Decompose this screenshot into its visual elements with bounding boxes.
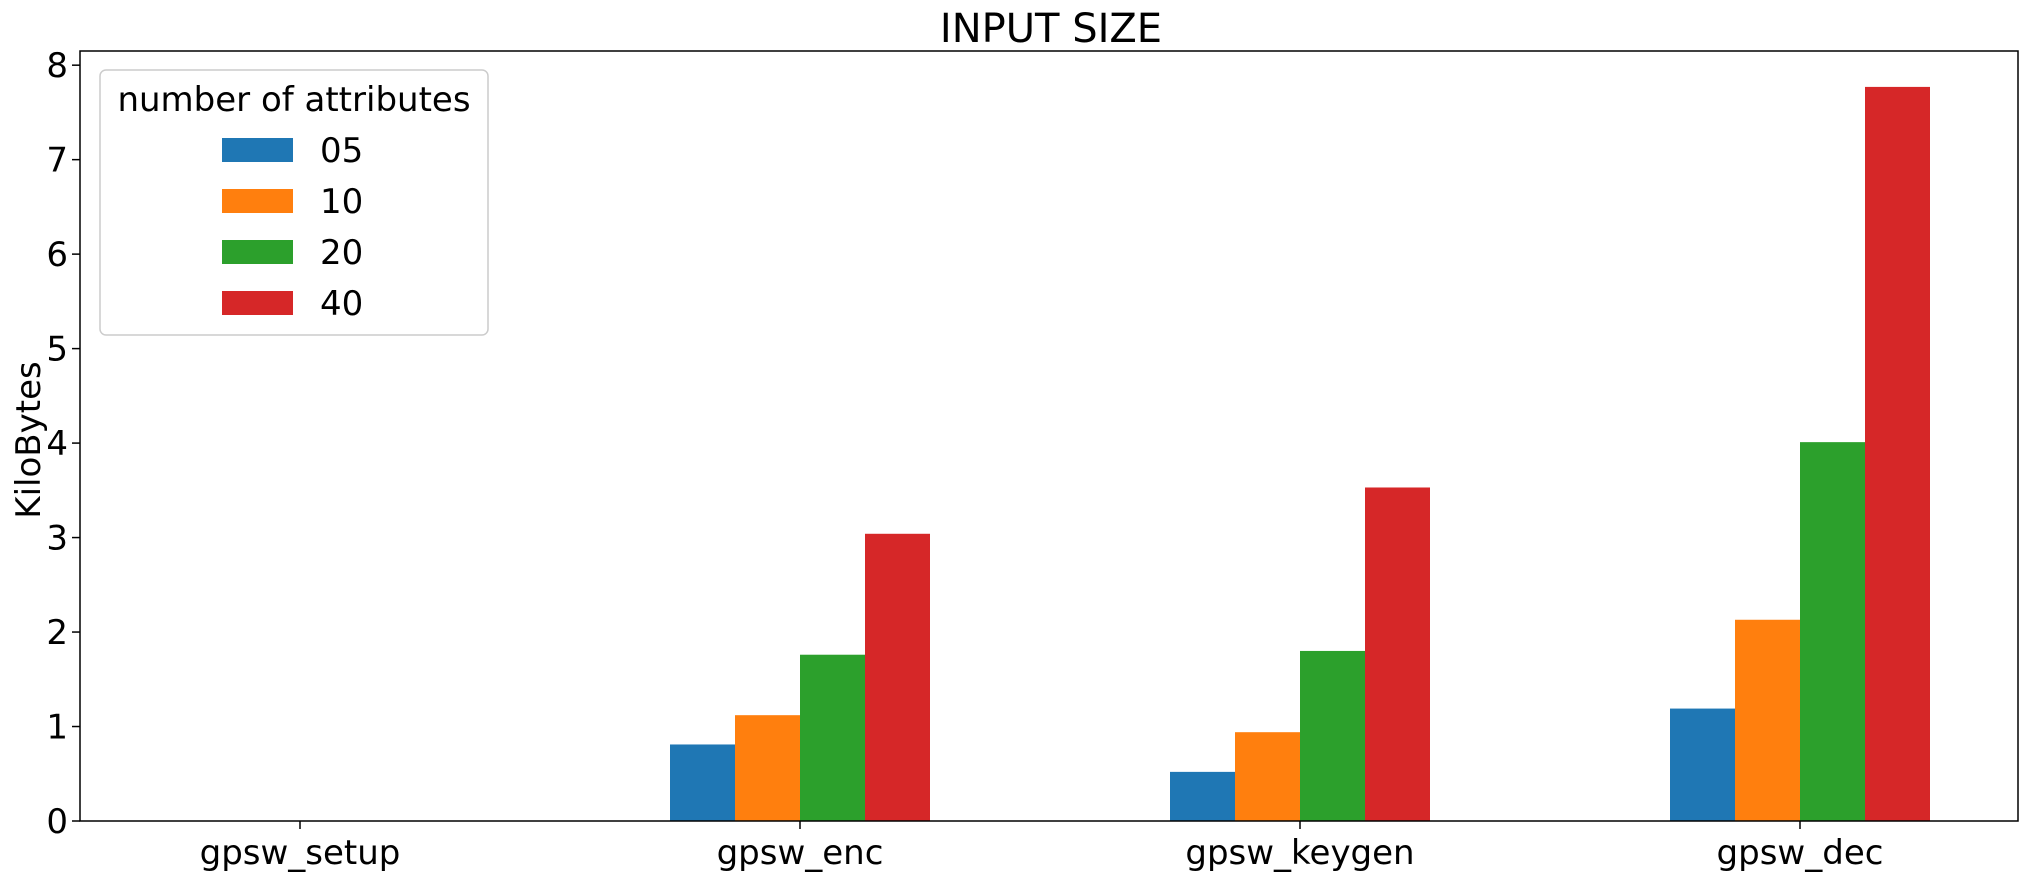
legend-entries: 05 10 20 40 — [222, 131, 363, 324]
y-tick-label: 4 — [46, 424, 68, 464]
y-tick-label: 6 — [46, 235, 68, 275]
legend: number of attributes 05 10 20 40 — [99, 69, 489, 336]
y-tick-label: 2 — [46, 613, 68, 653]
y-tick-label: 5 — [46, 330, 68, 370]
bar-gpsw_dec-20 — [1800, 442, 1865, 821]
legend-label-40: 40 — [320, 284, 363, 324]
y-tick-label: 7 — [46, 141, 68, 181]
legend-swatch-10 — [222, 189, 293, 213]
bar-gpsw_enc-10 — [735, 715, 800, 821]
bar-gpsw_keygen-40 — [1365, 487, 1430, 821]
legend-swatch-40 — [222, 291, 293, 315]
x-tick-label-gpsw_keygen: gpsw_keygen — [1185, 833, 1414, 873]
bar-gpsw_keygen-20 — [1300, 650, 1365, 821]
bar-gpsw_enc-40 — [865, 533, 930, 821]
y-axis-ticks: 0 1 2 3 4 5 6 7 8 — [46, 46, 80, 842]
plot-frame — [79, 50, 2019, 822]
legend-title: number of attributes — [117, 80, 470, 120]
bars — [670, 86, 1930, 821]
y-tick-label: 3 — [46, 519, 68, 559]
x-tick-label-gpsw_enc: gpsw_enc — [717, 833, 884, 873]
legend-swatch-20 — [222, 240, 293, 264]
y-tick-label: 0 — [46, 802, 68, 842]
bar-gpsw_keygen-05 — [1170, 771, 1235, 821]
y-tick-label: 1 — [46, 708, 68, 748]
bar-gpsw_enc-20 — [800, 654, 865, 821]
chart-title: INPUT SIZE — [940, 6, 1162, 52]
x-tick-label-gpsw_setup: gpsw_setup — [200, 833, 401, 873]
y-axis-label: KiloBytes — [9, 361, 49, 518]
legend-label-20: 20 — [320, 233, 363, 273]
legend-label-10: 10 — [320, 182, 363, 222]
bar-gpsw_dec-10 — [1735, 619, 1800, 821]
legend-box — [99, 69, 489, 336]
x-axis-ticks: gpsw_setup gpsw_enc gpsw_keygen gpsw_dec — [200, 821, 1884, 873]
bar-gpsw_enc-05 — [670, 744, 735, 821]
bar-gpsw_keygen-10 — [1235, 732, 1300, 821]
bar-gpsw_dec-40 — [1865, 86, 1930, 821]
y-tick-label: 8 — [46, 46, 68, 86]
legend-swatch-05 — [222, 138, 293, 162]
x-tick-label-gpsw_dec: gpsw_dec — [1717, 833, 1884, 873]
bar-gpsw_dec-05 — [1670, 708, 1735, 821]
legend-label-05: 05 — [320, 131, 363, 171]
